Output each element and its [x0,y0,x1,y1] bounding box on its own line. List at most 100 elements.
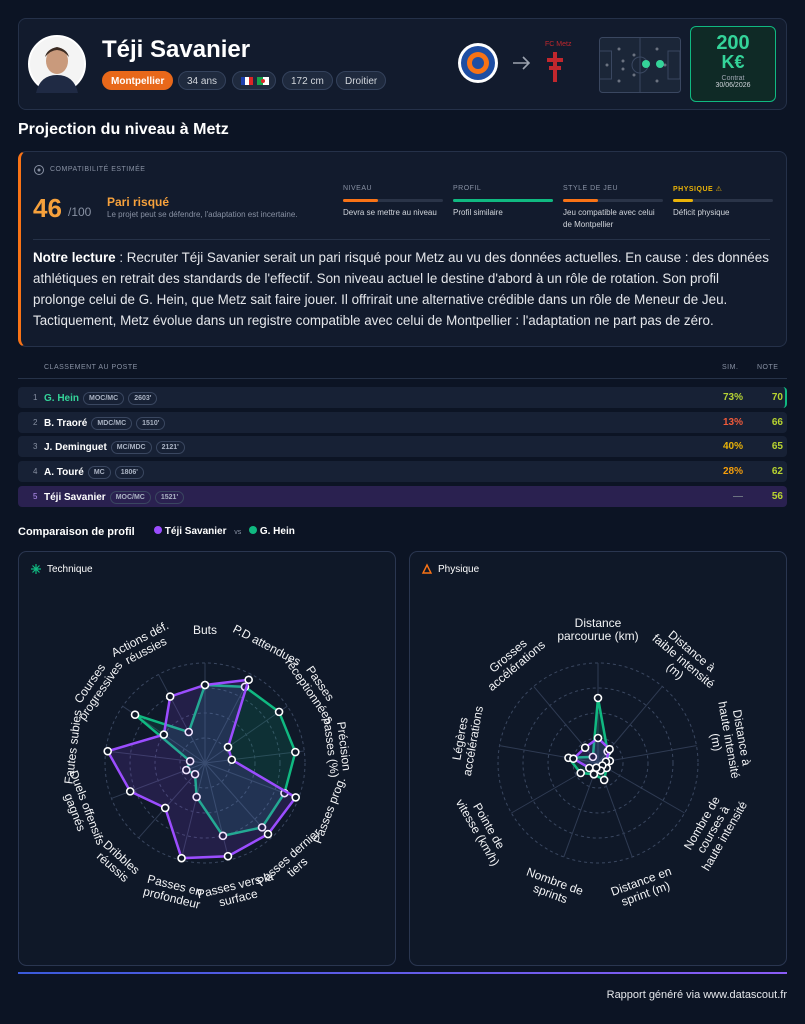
axis-label: Distance parcourue (km) [557,616,639,643]
score-max: /100 [68,205,92,219]
data-point [588,752,598,762]
spoke [499,745,599,764]
sim-header: SIM. [722,364,739,371]
data-point [257,823,267,832]
data-point [291,747,300,757]
panel-title: Technique [47,564,93,575]
criterion-note: Jeu compatible avec celui de Montpellier [563,208,655,229]
ranking-row [18,411,787,433]
data-point [291,793,300,802]
grid-ring [129,687,281,839]
legend: Téji Savanier vs G. Hein [154,526,295,537]
minutes-tag: 2121' [155,441,185,455]
axis-label: Légères accélérations [449,704,486,777]
axis-label-box: Distance à haute intensité (m) [708,700,755,780]
axis-label-box: Distance à faible intensité (m) [649,627,719,691]
name: J. Deminguet [44,442,107,454]
criterion-label: PHYSIQUE ⚠ [673,186,723,193]
pitch [599,37,681,93]
minutes-tag: 1806' [114,466,144,480]
series-area [134,683,297,838]
data-point [177,853,186,863]
data-point [223,742,233,752]
transfer-logos [458,43,563,83]
avatar [28,35,86,93]
minutes-tag: 1521' [154,490,185,504]
position-tag: MC/MDC [110,441,152,455]
data-point [218,831,228,841]
rank: 3 [33,442,38,452]
vs: vs [234,529,242,536]
axis-label-box: Nombre de sprints [525,865,586,907]
age-tag: 34 ans [178,71,227,90]
axis-label: Distance à faible intensité (m) [649,627,719,691]
spoke [597,745,697,764]
minutes-tag: 2603' [128,392,158,405]
icon [421,563,433,574]
ranking-row [18,485,787,507]
position-tag: MOC/MC [83,392,125,405]
data-point [192,792,201,802]
rank: 2 [33,417,38,427]
axis-label-box: Distance parcourue (km) [557,616,639,643]
note: 62 [771,466,783,478]
axis-label: Distance à haute intensité (m) [708,700,755,780]
data-point [181,765,191,775]
data-point [185,756,195,766]
position-tag: MOC/MC [109,490,151,504]
data-point [591,763,601,772]
name: Téji Savanier [44,491,106,503]
panel-title: Physique [438,564,480,575]
verdict: Pari risqué [107,195,170,209]
nationality-tag [232,71,276,90]
axis-label-box: Nombre de courses à haute intensité [681,794,750,874]
player-name: B. Traoré MDC/MC 1510' [44,416,166,430]
divider [33,239,770,240]
similarity: 73% [722,392,743,403]
axis-label: Buts [192,622,217,637]
player-name: A. Touré MC 1806' [44,466,144,480]
data-point [125,787,135,796]
spoke [204,762,230,861]
criterion-bar [343,199,378,202]
data-point [200,680,210,690]
criterion-note: Profil similaire [453,208,503,217]
criterion-bar [563,199,598,202]
ranking-row [18,387,787,408]
spoke [204,705,288,764]
data-point [569,754,578,763]
section-title: Projection du niveau à Metz [18,121,229,138]
player-name: G. Hein MOC/MC 2603' [44,392,158,405]
data-point [593,693,603,703]
icon [34,165,44,175]
axis-label-box: Légères accélérations [449,704,486,777]
criterion-track [343,199,443,202]
criterion-bar [453,199,553,202]
data-point [223,851,233,861]
data-point [103,746,113,756]
criterion-note: Déficit physique [673,208,730,217]
criterion-label: PROFIL [453,185,482,192]
footer: Rapport généré via www.datascout.fr [606,989,787,1001]
market-value: 200 [716,32,750,54]
legend-label: Téji Savanier [164,526,227,537]
name: G. Hein [44,393,80,405]
compatibility-card [18,151,787,347]
axis-label: Grosses accélérations [484,636,548,694]
similarity: 40% [722,441,743,453]
spoke [158,674,206,764]
player-name: J. Deminguet MC/MDC 2121' [44,441,185,455]
name: B. Traoré [44,417,88,429]
ranking-row [18,461,787,483]
similarity: 13% [722,416,743,428]
icon [31,564,41,574]
footer-line [18,972,787,974]
club-tag: Montpellier [102,71,174,90]
flags [241,77,269,85]
data-point [599,775,609,785]
data-point [263,829,273,839]
note: 65 [771,441,783,453]
name: A. Touré [44,467,84,479]
